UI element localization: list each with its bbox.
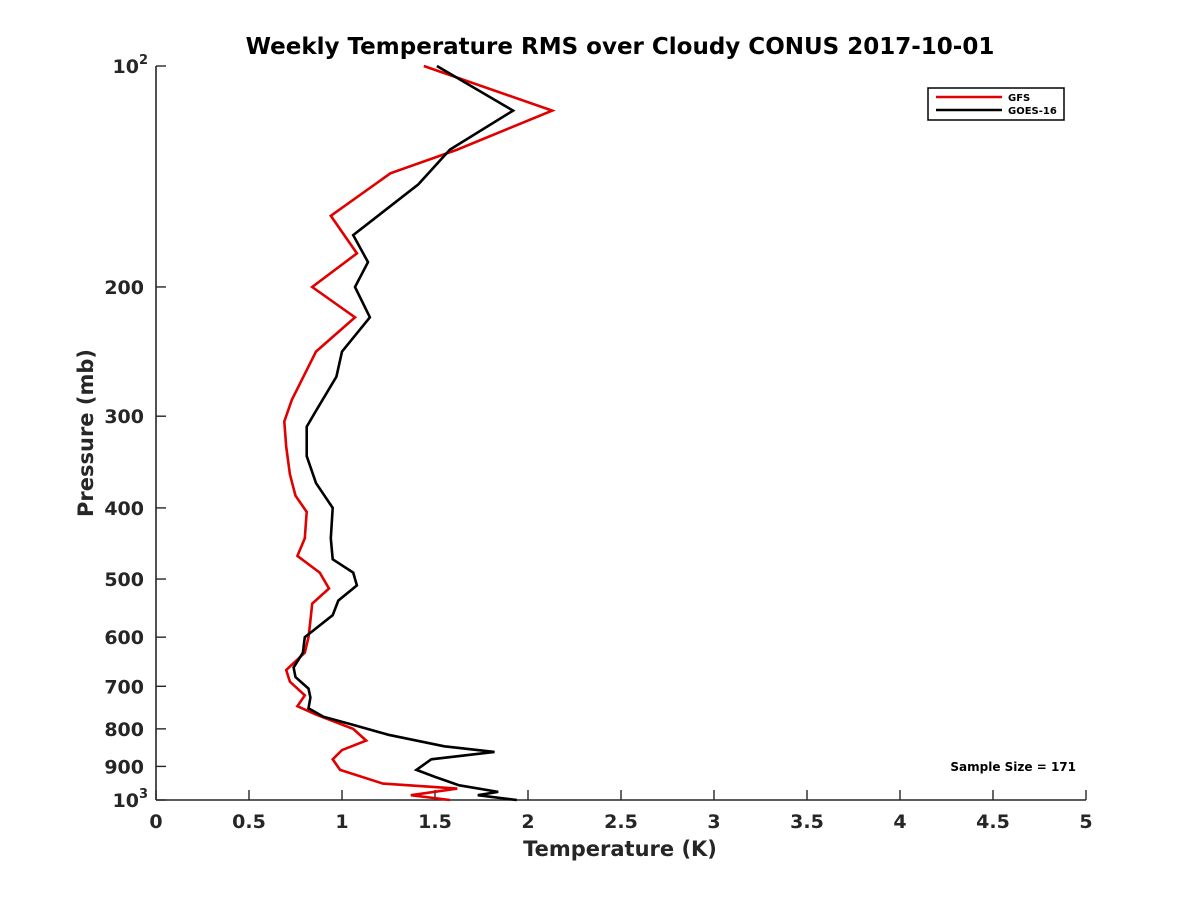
y-tick-label: 500 [104, 569, 144, 591]
sample-size-annotation: Sample Size = 171 [950, 760, 1076, 774]
series-line-gfs [282, 64, 556, 802]
y-tick-label: 800 [104, 719, 144, 741]
x-tick-label: 3 [707, 811, 720, 833]
y-tick-label: 600 [104, 627, 144, 649]
x-tick-label: 2.5 [604, 811, 638, 833]
y-tick-label: 700 [104, 676, 144, 698]
legend-box [927, 87, 1065, 121]
x-tick-label: 0 [149, 811, 162, 833]
y-tick-label: 400 [104, 498, 144, 520]
series-layer [282, 64, 556, 802]
y-tick-label: 200 [104, 277, 144, 299]
y-axis: 102 200 300 400 500 600 700 800 900 103 [104, 53, 166, 812]
y-tick-label: 102 [113, 53, 149, 78]
x-axis-label: Temperature (K) [523, 837, 717, 861]
x-axis: 0 0.5 1 1.5 2 2.5 3 3.5 4 4.5 5 [149, 790, 1093, 833]
series-line-goes-16 [292, 64, 517, 802]
chart-title: Weekly Temperature RMS over Cloudy CONUS… [246, 34, 995, 60]
x-tick-label: 5 [1079, 811, 1092, 833]
x-tick-label: 4 [893, 811, 906, 833]
x-tick-label: 1 [335, 811, 348, 833]
y-axis-label: Pressure (mb) [74, 349, 98, 517]
legend-label-goes-16: GOES-16 [1008, 106, 1057, 117]
x-tick-label: 0.5 [232, 811, 266, 833]
y-tick-label: 300 [104, 406, 144, 428]
y-tick-label: 900 [104, 756, 144, 778]
x-tick-label: 2 [521, 811, 534, 833]
x-tick-label: 3.5 [790, 811, 824, 833]
y-tick-label: 103 [113, 787, 149, 812]
legend: GFS GOES-16 [927, 87, 1065, 121]
x-tick-label: 1.5 [418, 811, 452, 833]
legend-label-gfs: GFS [1008, 93, 1030, 104]
x-tick-label: 4.5 [976, 811, 1010, 833]
